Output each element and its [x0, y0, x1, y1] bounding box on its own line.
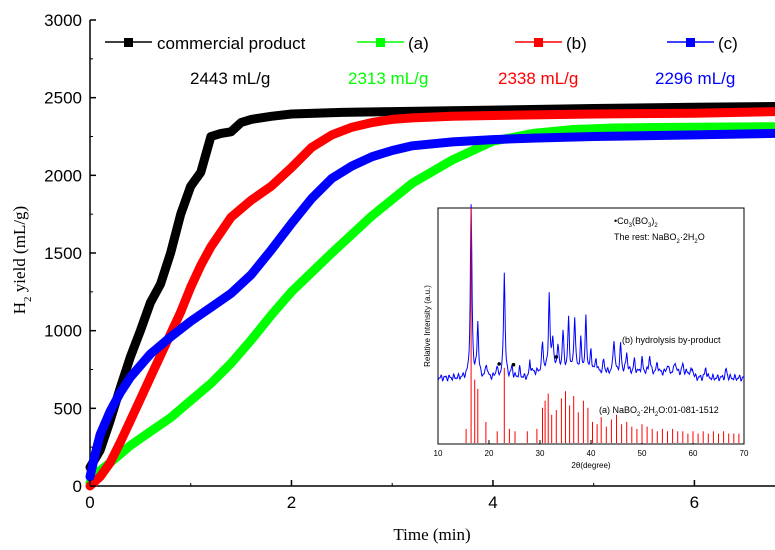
annotation-co-mid: (BO	[632, 216, 648, 226]
co-marker	[497, 362, 502, 366]
annotation-rest-sub2: 2	[694, 239, 698, 245]
inset-x-tick-label: 50	[638, 449, 647, 458]
inset-frame	[437, 207, 745, 445]
final-yield-c: 2296 mL/g	[655, 69, 735, 88]
annotation-rest-sub: 2	[677, 239, 681, 245]
marker-glyph: •	[614, 216, 617, 226]
annotation-rest-main: The rest: NaBO	[614, 232, 677, 242]
annotation-co-sub1: 3	[629, 223, 633, 229]
y-axis-label-main: H	[10, 302, 29, 314]
y-axis-label-sub: 2	[22, 296, 34, 302]
inset-x-axis-label: 2θ(degree)	[571, 461, 610, 470]
legend-label-a: (a)	[408, 34, 429, 53]
x-tick-label: 2	[287, 493, 296, 512]
main-series-group	[85, 102, 775, 491]
label-a-main: (a) NaBO	[599, 405, 637, 415]
annotation-co-sub3: 2	[654, 223, 658, 229]
legend-label-commercial: commercial product	[157, 34, 306, 53]
inset-series-group	[437, 204, 745, 443]
legend: commercial product 2443 mL/g (a) 2313 mL…	[105, 34, 738, 88]
series-line-3	[85, 128, 775, 482]
y-tick-label: 0	[73, 477, 82, 496]
x-tick-label: 6	[690, 493, 699, 512]
final-yield-commercial: 2443 mL/g	[190, 69, 270, 88]
y-tick-label: 1500	[44, 244, 82, 263]
legend-label-b: (b)	[566, 34, 587, 53]
x-tick-label: 0	[85, 493, 94, 512]
legend-item-commercial: commercial product 2443 mL/g	[105, 34, 306, 88]
legend-label-c: (c)	[718, 34, 738, 53]
x-axis-label: Time (min)	[393, 525, 470, 544]
inset-axes: 10 20 30 40 50 60 70	[434, 440, 749, 458]
y-tick-label: 2500	[44, 89, 82, 108]
inset-annotation-co: •Co3(BO3)2	[614, 216, 658, 229]
x-tick-label: 4	[488, 493, 497, 512]
xrd-inset-chart: 10 20 30 40 50 60 70 Relative Intensity (a.u.)…	[423, 204, 749, 470]
final-yield-a: 2313 mL/g	[348, 69, 428, 88]
label-a-sub: 2	[637, 412, 641, 418]
annotation-co-sub2: 3	[648, 223, 652, 229]
y-tick-label: 3000	[44, 11, 82, 30]
inset-x-tick-label: 10	[434, 449, 443, 458]
inset-x-tick-label: 30	[536, 449, 545, 458]
inset-annotation-rest: The rest: NaBO2·2H2O	[614, 232, 705, 245]
annotation-co-end: )	[651, 216, 654, 226]
inset-series-b	[437, 204, 745, 382]
y-axis-label: H2 yield (mL/g)	[10, 206, 34, 314]
series-line-1	[85, 122, 775, 488]
series-line-0	[85, 102, 775, 472]
final-yield-b: 2338 mL/g	[498, 69, 578, 88]
annotation-rest-o: O	[698, 232, 705, 242]
series-line-2	[85, 107, 775, 491]
co-marker	[511, 362, 516, 367]
inset-label-b: (b) hydrolysis by-product	[622, 335, 721, 345]
annotation-co-main: Co	[617, 216, 629, 226]
co-marker	[554, 355, 559, 359]
label-a-end: O:01-081-1512	[658, 405, 719, 415]
legend-item-a: (a) 2313 mL/g	[348, 34, 429, 88]
label-a-mid: ·2H	[640, 405, 655, 415]
y-tick-label: 2000	[44, 166, 82, 185]
inset-x-tick-label: 40	[587, 449, 596, 458]
main-tick-labels: 0 500 1000 1500 2000 2500 3000 0 2 4 6	[44, 11, 699, 512]
annotation-rest-end: ·2H	[680, 232, 695, 242]
legend-item-c: (c) 2296 mL/g	[655, 34, 738, 88]
inset-y-axis-label: Relative Intensity (a.u.)	[423, 285, 432, 367]
y-tick-label: 500	[54, 399, 82, 418]
y-tick-label: 1000	[44, 322, 82, 341]
inset-x-tick-label: 70	[740, 449, 749, 458]
legend-item-b: (b) 2338 mL/g	[498, 34, 587, 88]
inset-label-a: (a) NaBO2·2H2O:01-081-1512	[599, 405, 719, 418]
y-axis-label-rest: yield (mL/g)	[10, 206, 29, 297]
label-a-sub2: 2	[655, 412, 659, 418]
inset-x-tick-label: 20	[485, 449, 494, 458]
inset-x-tick-label: 60	[689, 449, 698, 458]
